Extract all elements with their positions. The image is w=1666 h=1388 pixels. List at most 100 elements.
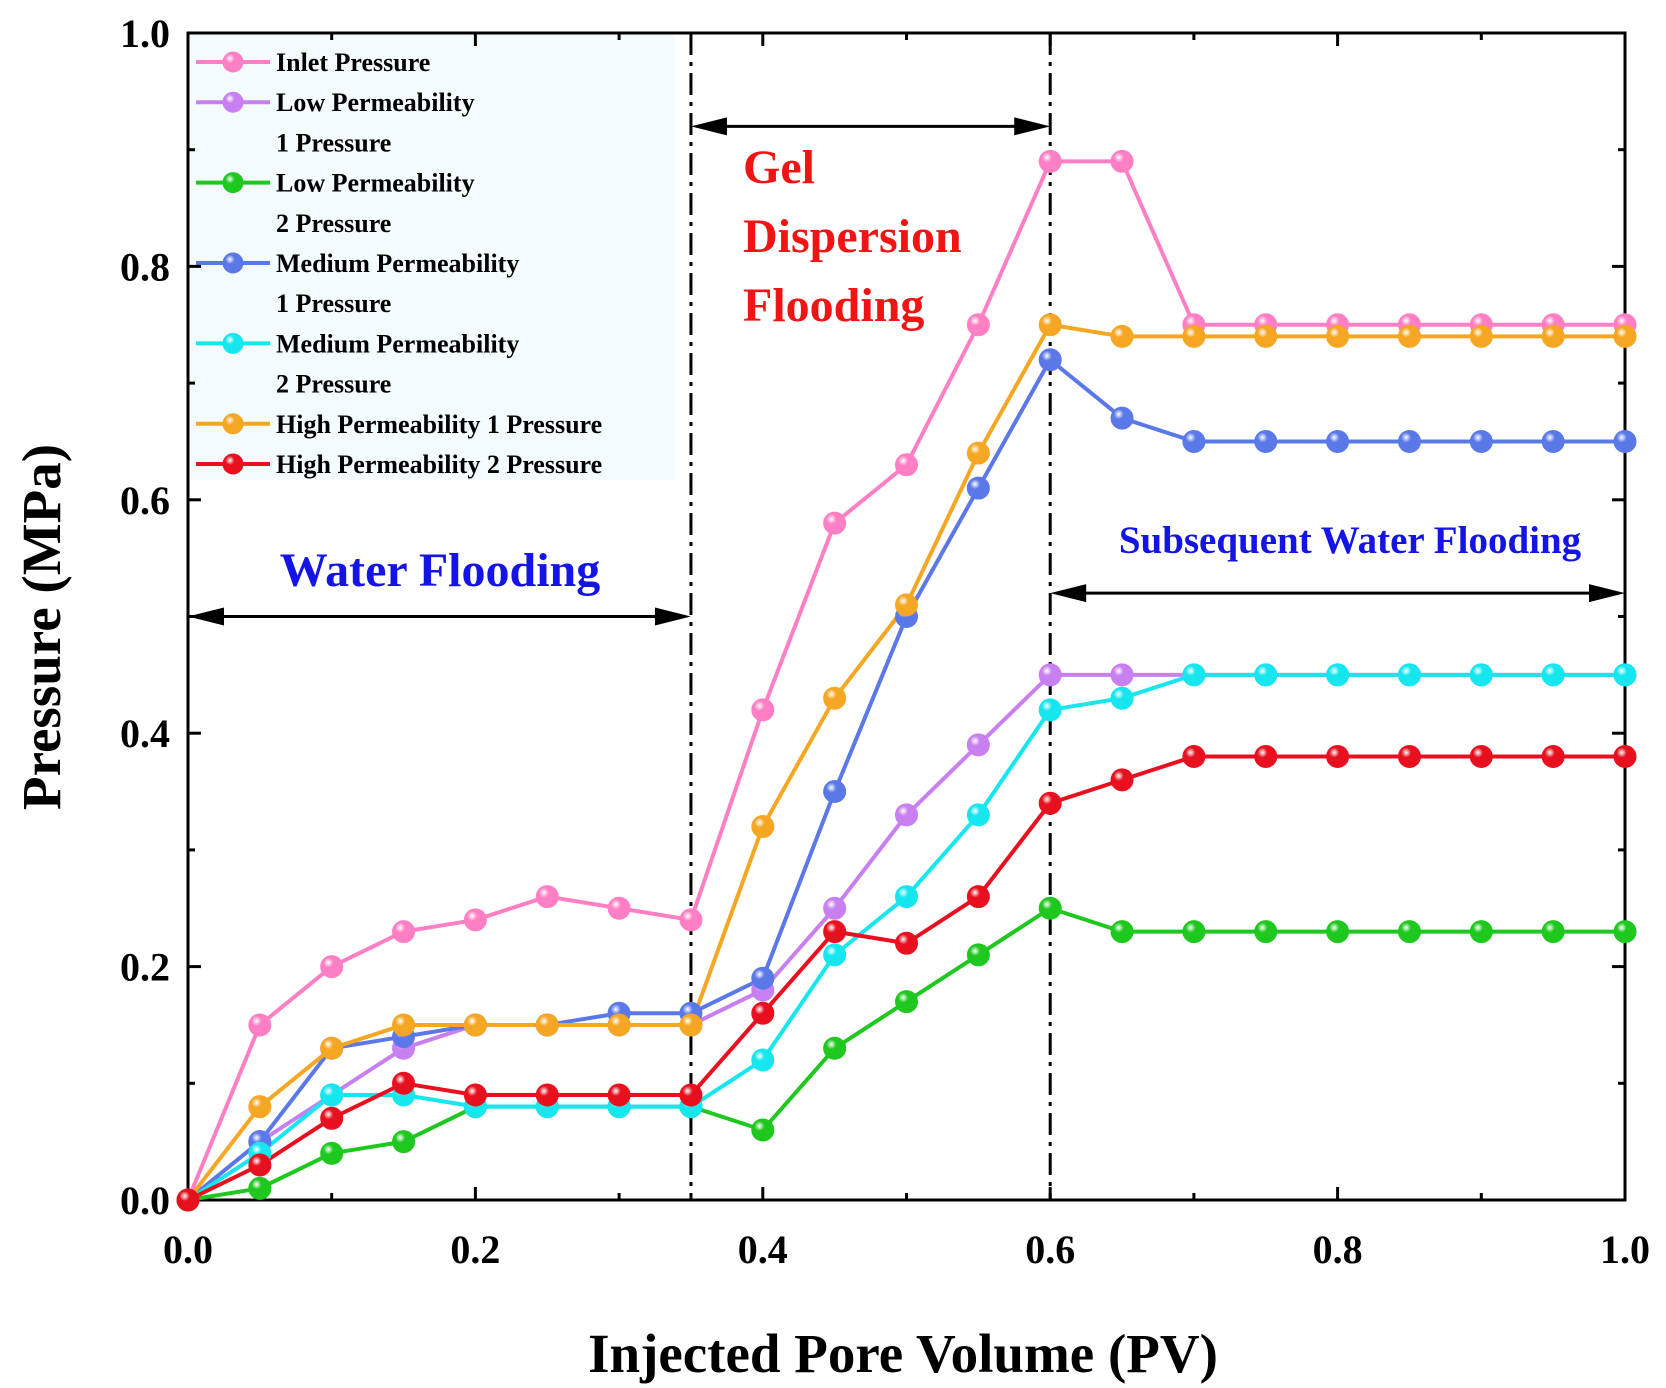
data-point — [823, 896, 847, 920]
y-tick-label: 0.6 — [120, 478, 170, 523]
data-point — [1541, 324, 1565, 348]
data-point — [751, 966, 775, 990]
legend-label: High Permeability 2 Pressure — [276, 450, 602, 479]
data-point — [1397, 324, 1421, 348]
data-point — [248, 1153, 272, 1177]
subsequent-water-flooding-label: Subsequent Water Flooding — [1119, 519, 1582, 562]
legend-label: 2 Pressure — [276, 370, 391, 399]
legend-marker — [222, 453, 244, 475]
data-point — [823, 686, 847, 710]
data-point — [966, 476, 990, 500]
data-point — [1038, 663, 1062, 687]
water-flooding-label: Water Flooding — [280, 544, 600, 597]
legend-label: Inlet Pressure — [276, 48, 430, 77]
data-point — [895, 803, 918, 827]
legend-marker — [222, 332, 244, 354]
data-point — [463, 1083, 487, 1107]
data-point — [823, 511, 847, 535]
x-tick-label: 0.8 — [1313, 1227, 1363, 1272]
data-point — [1326, 745, 1350, 769]
legend-label: 1 Pressure — [276, 289, 391, 318]
data-point — [1110, 768, 1134, 792]
legend-marker — [222, 172, 244, 194]
data-point — [966, 803, 990, 827]
data-point — [1110, 406, 1134, 430]
data-point — [248, 1176, 272, 1200]
data-point — [679, 908, 703, 932]
arrow-head-right — [1589, 584, 1625, 603]
data-point — [895, 453, 918, 477]
legend-marker — [222, 91, 244, 113]
data-point — [1038, 896, 1062, 920]
data-point — [1110, 686, 1134, 710]
data-point — [1038, 791, 1062, 815]
data-point — [751, 815, 775, 839]
gel-dispersion-flooding-label: Dispersion — [743, 210, 962, 263]
data-point — [1541, 663, 1565, 687]
x-tick-label: 1.0 — [1600, 1227, 1650, 1272]
data-point — [1110, 324, 1134, 348]
data-point — [966, 943, 990, 967]
data-point — [823, 780, 847, 804]
legend-label: 1 Pressure — [276, 128, 391, 157]
data-point — [607, 1013, 631, 1037]
data-point — [1397, 745, 1421, 769]
x-axis-label: Injected Pore Volume (PV) — [588, 1323, 1218, 1384]
data-point — [1397, 920, 1421, 944]
arrow-head-left — [1050, 584, 1087, 603]
gel-dispersion-flooding-label: Flooding — [743, 279, 924, 332]
legend-label: Medium Permeability — [276, 249, 519, 278]
data-point — [392, 1130, 416, 1154]
data-point — [1397, 429, 1421, 453]
legend-marker — [222, 252, 244, 274]
x-tick-label: 0.2 — [450, 1227, 500, 1272]
data-point — [1469, 745, 1493, 769]
data-point — [1254, 745, 1278, 769]
legend-label: Medium Permeability — [276, 329, 519, 358]
data-point — [320, 1036, 344, 1060]
data-point — [823, 920, 847, 944]
data-point — [1541, 920, 1565, 944]
legend-marker — [222, 51, 244, 73]
y-tick-label: 0.2 — [120, 945, 170, 990]
data-point — [1613, 745, 1637, 769]
data-point — [1038, 149, 1062, 173]
data-point — [1613, 324, 1637, 348]
data-point — [895, 990, 918, 1014]
data-point — [320, 1141, 344, 1165]
data-point — [176, 1188, 200, 1212]
data-point — [751, 698, 775, 722]
data-point — [823, 943, 847, 967]
data-point — [1469, 429, 1493, 453]
data-point — [535, 1083, 559, 1107]
arrow-head-left — [690, 117, 727, 136]
data-point — [1469, 920, 1493, 944]
data-point — [966, 313, 990, 337]
data-point — [535, 1013, 559, 1037]
data-point — [1182, 745, 1206, 769]
legend-marker — [222, 413, 244, 435]
data-point — [1541, 429, 1565, 453]
data-point — [607, 896, 631, 920]
data-point — [1110, 663, 1134, 687]
data-point — [463, 1013, 487, 1037]
data-point — [1326, 324, 1350, 348]
data-point — [966, 733, 990, 757]
legend-label: Low Permeability — [276, 169, 475, 198]
data-point — [1254, 920, 1278, 944]
data-point — [751, 1001, 775, 1025]
legend-label: Low Permeability — [276, 88, 475, 117]
data-point — [1254, 663, 1278, 687]
data-point — [392, 1071, 416, 1095]
data-point — [535, 885, 559, 909]
data-point — [1182, 429, 1206, 453]
legend-label: High Permeability 1 Pressure — [276, 410, 602, 439]
data-point — [1326, 920, 1350, 944]
y-tick-label: 0.4 — [120, 711, 170, 756]
data-point — [248, 1013, 272, 1037]
data-point — [1326, 663, 1350, 687]
data-point — [1541, 745, 1565, 769]
data-point — [1326, 429, 1350, 453]
data-point — [320, 1106, 344, 1130]
